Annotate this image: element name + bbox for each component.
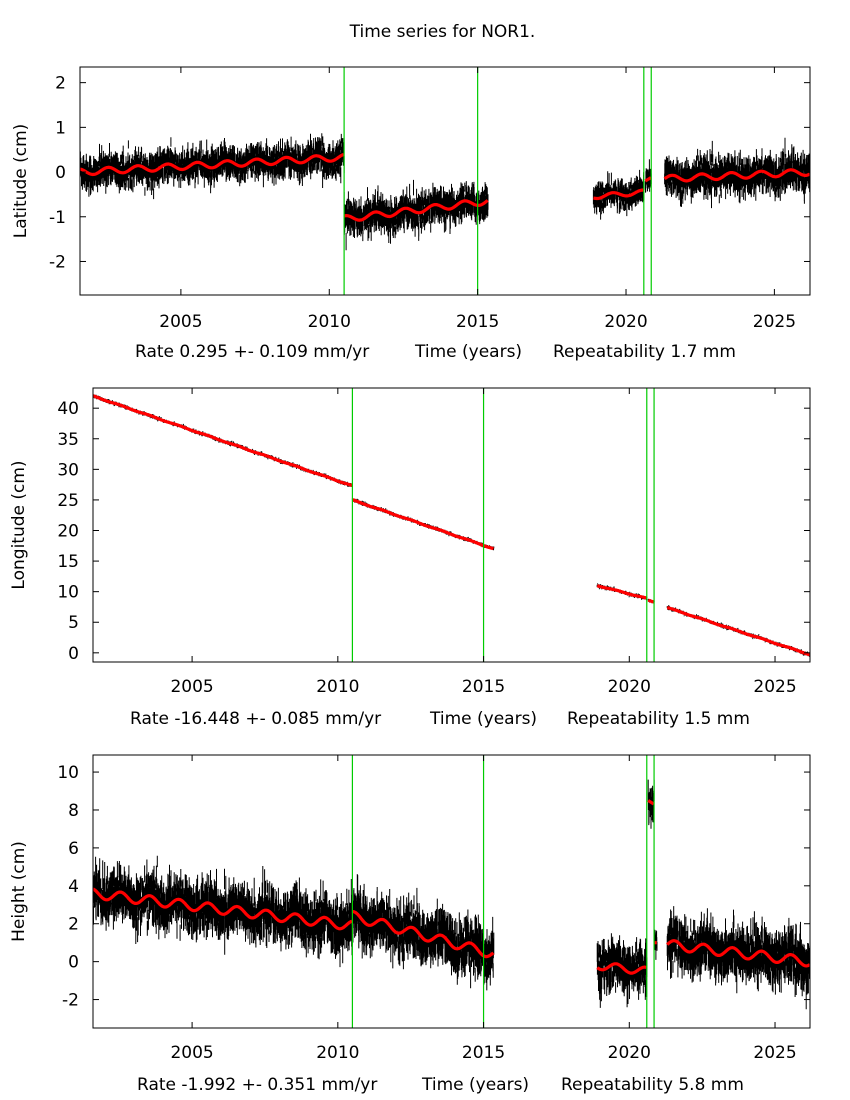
y-axis-label: Latitude (cm): [11, 124, 31, 239]
data-points: [93, 779, 810, 1010]
model-curve: [93, 799, 810, 975]
x-tick-label: 2015: [462, 1043, 505, 1063]
model-segment: [666, 939, 810, 968]
y-tick-label: 40: [57, 399, 79, 419]
x-tick-label: 2005: [170, 677, 213, 697]
y-tick-label: -2: [62, 991, 79, 1011]
x-tick-label: 2010: [316, 1043, 359, 1063]
y-tick-label: 0: [68, 953, 79, 973]
y-tick-label: 15: [57, 552, 79, 572]
repeatability-label: Repeatability 1.7 mm: [553, 342, 736, 362]
y-tick-label: 4: [68, 877, 79, 897]
y-tick-label: 6: [68, 839, 79, 859]
longitude-chart: 2005 2010 2015 2020 20254035302520151050Long…: [9, 387, 811, 729]
plot-frame: [79, 66, 811, 296]
plot-frame: [92, 387, 811, 663]
y-tick-label: 1: [55, 118, 66, 138]
model-curve: [93, 394, 810, 657]
x-axis-label: Time (years): [429, 709, 537, 729]
x-tick-label: 2025: [753, 677, 796, 697]
model-segment: [647, 598, 655, 604]
model-curve: [80, 152, 810, 222]
x-tick-label: 2020: [608, 677, 651, 697]
y-tick-label: -2: [49, 252, 66, 272]
model-segment: [343, 199, 489, 222]
model-segment: [663, 168, 810, 183]
model-segment: [596, 584, 647, 600]
data-points: [80, 133, 810, 251]
y-tick-label: 0: [55, 163, 66, 183]
model-segment: [666, 606, 810, 657]
x-tick-label: 2025: [753, 1043, 796, 1063]
x-tick-label: 2025: [753, 312, 796, 332]
x-tick-label: 2005: [170, 1043, 213, 1063]
model-segment: [93, 394, 353, 487]
model-segment: [593, 188, 644, 201]
x-tick-label: 2010: [308, 312, 351, 332]
y-axis-label: Height (cm): [9, 841, 29, 942]
y-tick-label: 0: [68, 644, 79, 664]
x-tick-label: 2020: [604, 312, 647, 332]
y-tick-label: 20: [57, 522, 79, 542]
page-title: Time series for NOR1.: [349, 22, 536, 42]
repeatability-label: Repeatability 1.5 mm: [567, 709, 750, 729]
model-segment: [352, 910, 495, 959]
y-tick-label: 2: [68, 915, 79, 935]
rate-label: Rate -16.448 +- 0.085 mm/yr: [130, 709, 381, 729]
y-tick-label: 10: [57, 583, 79, 603]
model-segment: [647, 799, 655, 806]
model-segment: [596, 962, 647, 975]
y-tick-label: -1: [49, 208, 66, 228]
error-bars: [93, 779, 810, 1010]
y-tick-label: 10: [57, 763, 79, 783]
y-tick-label: 8: [68, 801, 79, 821]
latitude-chart: 2005 2010 2015 2020 2025 2 1 0 -1 -2 Latitude (cm)…: [11, 66, 811, 362]
plot-frame: [92, 754, 811, 1029]
y-tick-label: 30: [57, 460, 79, 480]
y-axis-label: Longitude (cm): [9, 460, 29, 589]
x-tick-label: 2015: [462, 677, 505, 697]
x-tick-label: 2015: [456, 312, 499, 332]
error-bars: [80, 133, 810, 251]
x-tick-label: 2010: [316, 677, 359, 697]
rate-label: Rate -1.992 +- 0.351 mm/yr: [137, 1075, 377, 1095]
y-tick-label: 25: [57, 491, 79, 511]
y-tick-label: 35: [57, 430, 79, 450]
model-segment: [351, 498, 494, 551]
model-segment: [80, 152, 345, 177]
x-tick-label: 2005: [159, 312, 202, 332]
y-tick-label: 5: [68, 613, 79, 633]
model-segment: [93, 887, 353, 931]
model-segment: [644, 176, 652, 183]
y-tick-label: 2: [55, 74, 66, 94]
repeatability-label: Repeatability 5.8 mm: [561, 1075, 744, 1095]
x-axis-label: Time (years): [421, 1075, 529, 1095]
rate-label: Rate 0.295 +- 0.109 mm/yr: [135, 342, 369, 362]
x-axis-label: Time (years): [414, 342, 522, 362]
x-tick-label: 2020: [608, 1043, 651, 1063]
height-chart: 2005 2010 2015 2020 2025 10 8 6 4 2 0 -2 Height (cm)…: [9, 754, 811, 1095]
